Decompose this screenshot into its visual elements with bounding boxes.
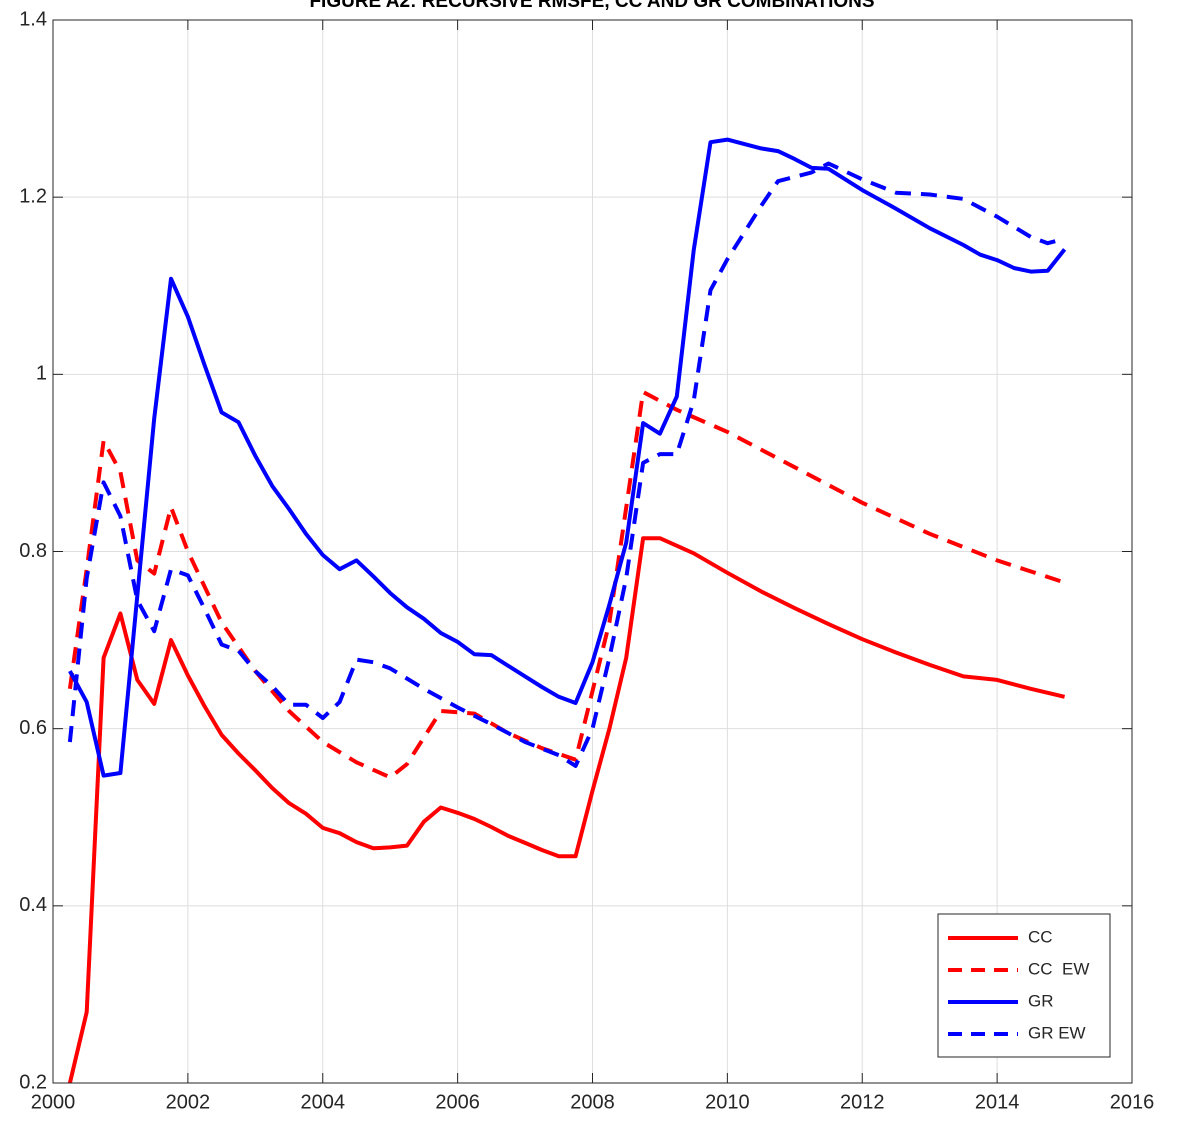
y-tick-label: 0.4 bbox=[19, 894, 47, 916]
x-tick-label: 2014 bbox=[975, 1091, 1020, 1113]
x-tick-label: 2002 bbox=[166, 1091, 211, 1113]
y-tick-label: 0.8 bbox=[19, 540, 47, 562]
chart-title: FIGURE A2: RECURSIVE RMSFE, CC AND GR CO… bbox=[309, 0, 874, 12]
legend-label: GR bbox=[1028, 991, 1054, 1010]
y-tick-label: 1.2 bbox=[19, 185, 47, 207]
series-line bbox=[67, 390, 1066, 780]
legend-label: CC bbox=[1028, 927, 1053, 946]
y-tick-label: 0.2 bbox=[19, 1071, 47, 1093]
series-line bbox=[67, 161, 1066, 768]
legend-label: GR EW bbox=[1028, 1023, 1086, 1042]
y-tick-label: 1 bbox=[36, 363, 47, 385]
x-tick-label: 2016 bbox=[1110, 1091, 1155, 1113]
legend-label: CC EW bbox=[1028, 959, 1089, 978]
series-line bbox=[68, 137, 1067, 778]
x-tick-label: 2006 bbox=[435, 1091, 480, 1113]
x-tick-label: 2008 bbox=[570, 1091, 615, 1113]
y-tick-label: 1.4 bbox=[19, 8, 47, 30]
series-line bbox=[67, 536, 1066, 1083]
x-tick-label: 2004 bbox=[301, 1091, 346, 1113]
x-tick-label: 2010 bbox=[705, 1091, 750, 1113]
x-tick-label: 2000 bbox=[31, 1091, 76, 1113]
y-tick-label: 0.6 bbox=[19, 717, 47, 739]
axes-box bbox=[52, 19, 1133, 1084]
x-tick-label: 2012 bbox=[840, 1091, 885, 1113]
